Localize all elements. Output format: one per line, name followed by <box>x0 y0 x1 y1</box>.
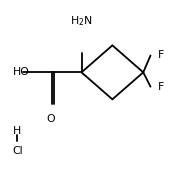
Text: F: F <box>158 50 164 61</box>
Text: Cl: Cl <box>12 146 23 156</box>
Text: HO: HO <box>12 67 29 77</box>
Text: H: H <box>12 126 21 136</box>
Text: H$_2$N: H$_2$N <box>70 14 93 28</box>
Text: O: O <box>46 114 55 124</box>
Text: F: F <box>158 82 164 92</box>
